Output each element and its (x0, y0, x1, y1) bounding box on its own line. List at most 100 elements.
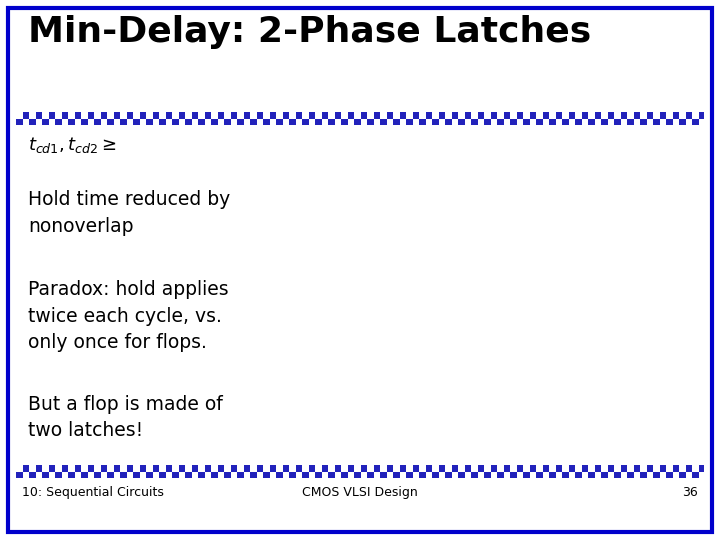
Bar (484, 465, 490, 471)
Bar (387, 118, 393, 125)
Bar (348, 471, 354, 478)
Bar (672, 118, 679, 125)
Bar (48, 471, 55, 478)
Bar (503, 471, 510, 478)
Bar (16, 112, 704, 125)
Bar (237, 465, 243, 471)
Bar (471, 112, 477, 118)
Bar (263, 112, 269, 118)
Bar (354, 465, 361, 471)
Bar (484, 112, 490, 118)
Bar (74, 471, 81, 478)
Bar (413, 118, 419, 125)
Bar (660, 471, 666, 478)
Bar (146, 465, 153, 471)
Bar (549, 112, 556, 118)
Bar (237, 112, 243, 118)
Bar (322, 471, 328, 478)
Bar (464, 471, 471, 478)
Bar (510, 465, 516, 471)
Bar (127, 118, 133, 125)
Bar (81, 465, 88, 471)
Bar (529, 118, 536, 125)
Bar (282, 118, 289, 125)
Bar (166, 118, 172, 125)
Bar (634, 471, 640, 478)
Bar (94, 465, 101, 471)
Bar (166, 471, 172, 478)
Bar (88, 471, 94, 478)
Bar (549, 465, 556, 471)
Bar (556, 118, 562, 125)
Bar (302, 112, 308, 118)
Bar (393, 465, 400, 471)
Bar (582, 118, 588, 125)
Bar (698, 118, 704, 125)
Bar (503, 118, 510, 125)
Bar (120, 465, 127, 471)
Bar (601, 465, 608, 471)
Bar (477, 471, 484, 478)
Bar (458, 112, 464, 118)
Bar (302, 465, 308, 471)
Bar (68, 112, 74, 118)
Bar (35, 471, 42, 478)
Bar (471, 465, 477, 471)
Bar (588, 465, 595, 471)
Bar (159, 465, 166, 471)
Bar (172, 112, 179, 118)
Bar (542, 118, 549, 125)
Bar (490, 118, 497, 125)
Bar (204, 118, 211, 125)
Bar (114, 118, 120, 125)
Bar (328, 112, 335, 118)
Bar (61, 118, 68, 125)
Bar (74, 118, 81, 125)
Bar (438, 471, 445, 478)
Bar (685, 118, 692, 125)
Bar (419, 112, 426, 118)
Bar (400, 118, 406, 125)
Bar (22, 471, 29, 478)
Bar (230, 471, 237, 478)
Bar (224, 112, 230, 118)
Bar (295, 118, 302, 125)
Bar (348, 118, 354, 125)
Bar (256, 118, 263, 125)
Bar (426, 118, 432, 125)
Bar (523, 112, 529, 118)
Bar (367, 112, 374, 118)
Bar (451, 118, 458, 125)
Bar (42, 112, 48, 118)
Bar (464, 118, 471, 125)
Bar (445, 112, 451, 118)
Bar (451, 471, 458, 478)
Bar (679, 465, 685, 471)
Bar (575, 465, 582, 471)
Bar (315, 465, 322, 471)
Bar (269, 118, 276, 125)
Bar (536, 112, 542, 118)
Bar (569, 471, 575, 478)
Bar (374, 118, 380, 125)
Bar (367, 465, 374, 471)
Bar (68, 465, 74, 471)
Bar (692, 465, 698, 471)
Text: 10: Sequential Circuits: 10: Sequential Circuits (22, 486, 164, 499)
Bar (269, 471, 276, 478)
Bar (55, 465, 61, 471)
Bar (640, 465, 647, 471)
Bar (497, 465, 503, 471)
Bar (172, 465, 179, 471)
Bar (692, 112, 698, 118)
Bar (569, 118, 575, 125)
Bar (595, 118, 601, 125)
Bar (107, 112, 114, 118)
Bar (608, 471, 614, 478)
Bar (185, 465, 192, 471)
Bar (295, 471, 302, 478)
Bar (614, 465, 621, 471)
Bar (595, 471, 601, 478)
Bar (107, 465, 114, 471)
Bar (140, 118, 146, 125)
